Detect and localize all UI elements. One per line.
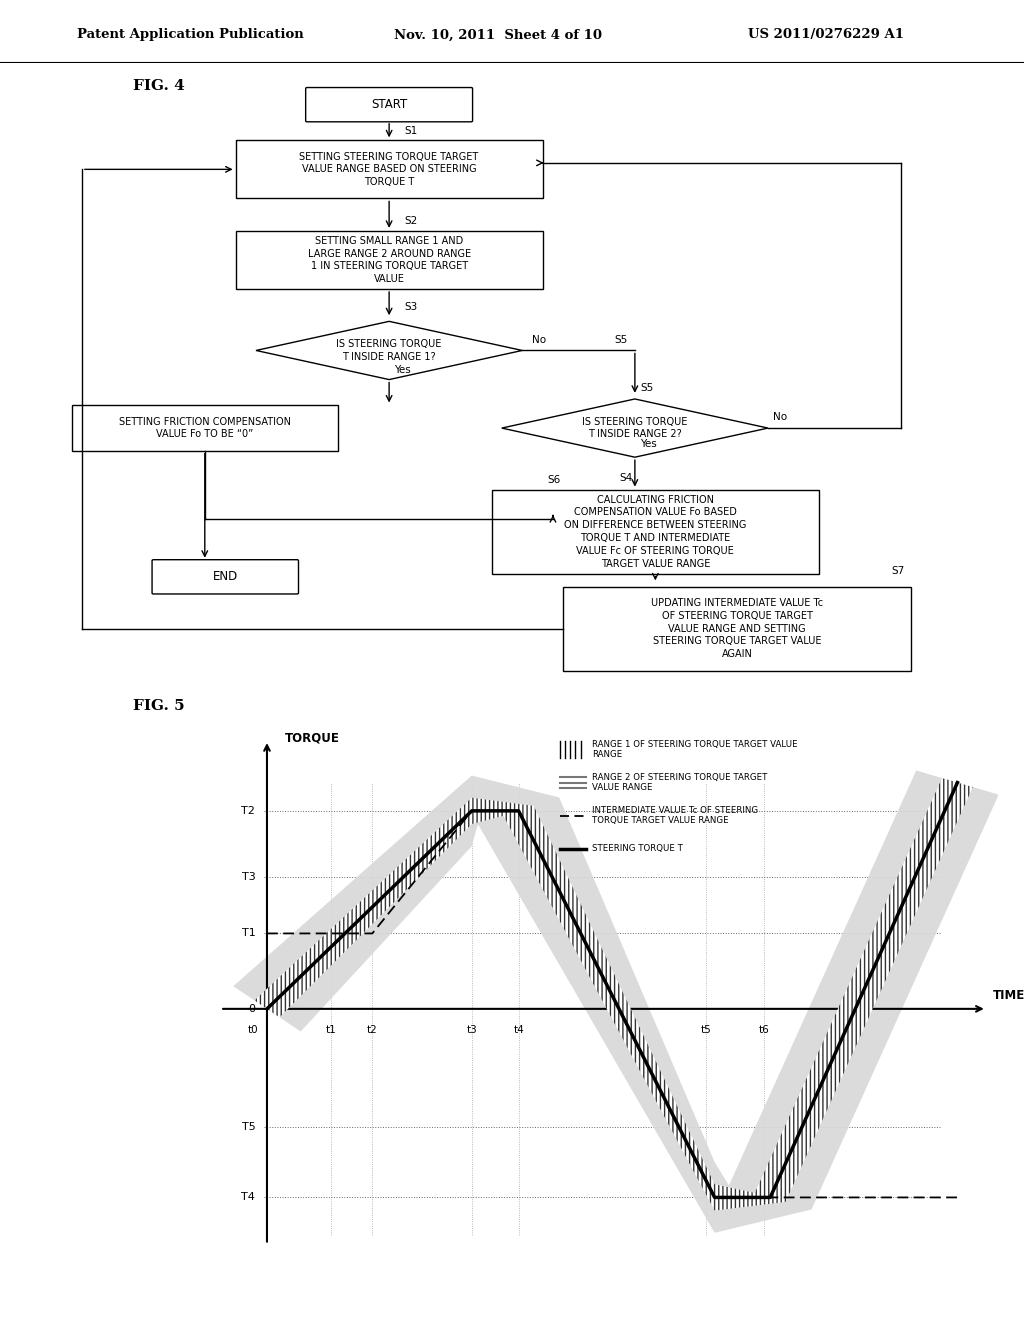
FancyBboxPatch shape — [72, 405, 338, 450]
Text: No: No — [532, 335, 547, 345]
Text: RANGE 2 OF STEERING TORQUE TARGET
VALUE RANGE: RANGE 2 OF STEERING TORQUE TARGET VALUE … — [592, 774, 767, 792]
FancyBboxPatch shape — [306, 87, 473, 121]
Text: END: END — [213, 570, 238, 583]
Text: T5: T5 — [242, 1122, 255, 1131]
Text: S5: S5 — [640, 383, 653, 392]
Text: UPDATING INTERMEDIATE VALUE Tc
OF STEERING TORQUE TARGET
VALUE RANGE AND SETTING: UPDATING INTERMEDIATE VALUE Tc OF STEERI… — [651, 598, 823, 659]
Text: S1: S1 — [404, 125, 418, 136]
Text: START: START — [371, 98, 408, 111]
Text: TIME: TIME — [992, 989, 1024, 1002]
Text: T2: T2 — [242, 805, 255, 816]
Text: t0: t0 — [248, 1026, 258, 1035]
Text: Patent Application Publication: Patent Application Publication — [77, 28, 303, 41]
Text: Yes: Yes — [640, 440, 656, 450]
Text: t1: t1 — [326, 1026, 337, 1035]
Text: No: No — [773, 412, 787, 422]
Text: T1: T1 — [242, 928, 255, 939]
Text: t4: t4 — [513, 1026, 524, 1035]
Polygon shape — [233, 771, 998, 1233]
Text: FIG. 5: FIG. 5 — [133, 700, 184, 713]
Text: S3: S3 — [404, 302, 418, 313]
Text: 0: 0 — [248, 1003, 255, 1014]
Text: Nov. 10, 2011  Sheet 4 of 10: Nov. 10, 2011 Sheet 4 of 10 — [394, 28, 602, 41]
Text: t2: t2 — [367, 1026, 378, 1035]
Text: t6: t6 — [759, 1026, 770, 1035]
Text: INTERMEDIATE VALUE Tc OF STEERING
TORQUE TARGET VALUE RANGE: INTERMEDIATE VALUE Tc OF STEERING TORQUE… — [592, 807, 758, 825]
Text: SETTING FRICTION COMPENSATION
VALUE Fo TO BE “0”: SETTING FRICTION COMPENSATION VALUE Fo T… — [119, 417, 291, 440]
Text: IS STEERING TORQUE
T INSIDE RANGE 2?: IS STEERING TORQUE T INSIDE RANGE 2? — [583, 417, 687, 440]
FancyBboxPatch shape — [492, 490, 819, 574]
Text: S4: S4 — [620, 473, 633, 483]
Text: SETTING STEERING TORQUE TARGET
VALUE RANGE BASED ON STEERING
TORQUE T: SETTING STEERING TORQUE TARGET VALUE RAN… — [299, 152, 479, 187]
Polygon shape — [256, 321, 522, 380]
FancyBboxPatch shape — [563, 586, 911, 671]
Text: t3: t3 — [466, 1026, 477, 1035]
Text: S5: S5 — [614, 335, 628, 345]
Text: Yes: Yes — [394, 366, 411, 375]
Text: CALCULATING FRICTION
COMPENSATION VALUE Fo BASED
ON DIFFERENCE BETWEEN STEERING
: CALCULATING FRICTION COMPENSATION VALUE … — [564, 495, 746, 569]
Text: IS STEERING TORQUE
T INSIDE RANGE 1?: IS STEERING TORQUE T INSIDE RANGE 1? — [337, 339, 441, 362]
Text: RANGE 1 OF STEERING TORQUE TARGET VALUE
RANGE: RANGE 1 OF STEERING TORQUE TARGET VALUE … — [592, 741, 798, 759]
Text: S7: S7 — [891, 565, 904, 576]
Text: S6: S6 — [548, 475, 561, 484]
FancyBboxPatch shape — [236, 231, 543, 289]
Text: T4: T4 — [242, 1192, 255, 1203]
FancyBboxPatch shape — [152, 560, 299, 594]
Text: US 2011/0276229 A1: US 2011/0276229 A1 — [748, 28, 903, 41]
Text: FIG. 4: FIG. 4 — [133, 79, 185, 92]
Text: TORQUE: TORQUE — [285, 731, 339, 744]
Text: SETTING SMALL RANGE 1 AND
LARGE RANGE 2 AROUND RANGE
1 IN STEERING TORQUE TARGET: SETTING SMALL RANGE 1 AND LARGE RANGE 2 … — [307, 236, 471, 284]
Polygon shape — [502, 399, 768, 457]
Text: STEERING TORQUE T: STEERING TORQUE T — [592, 843, 683, 853]
Text: T3: T3 — [242, 871, 255, 882]
Polygon shape — [254, 777, 973, 1210]
FancyBboxPatch shape — [236, 140, 543, 198]
Text: t5: t5 — [700, 1026, 712, 1035]
Text: S2: S2 — [404, 216, 418, 226]
